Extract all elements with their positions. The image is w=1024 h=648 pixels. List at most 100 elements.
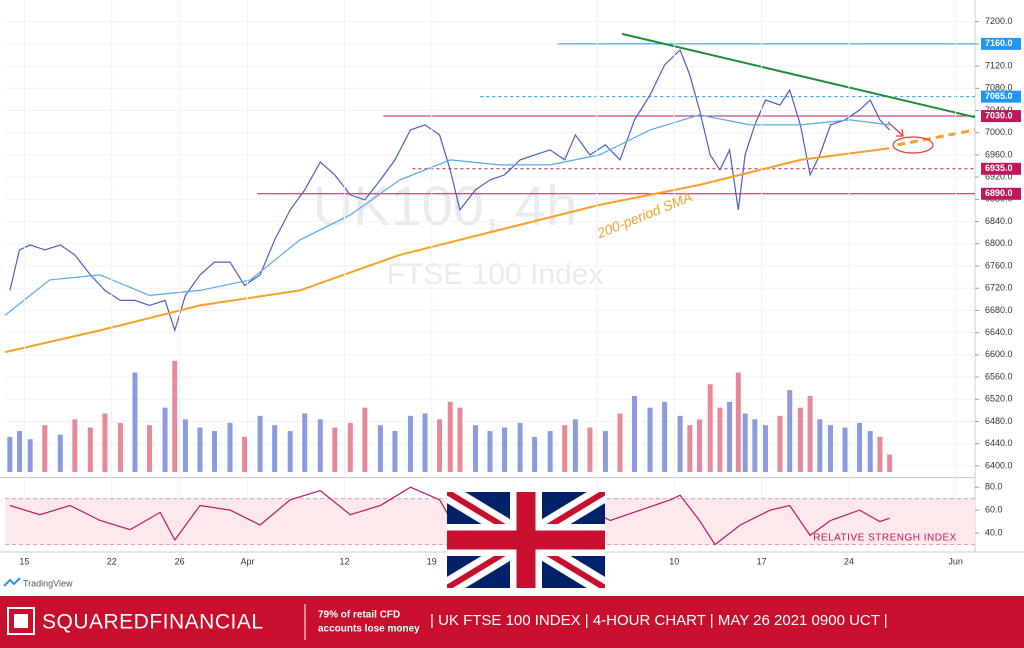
y-tick-label: 7200.0 bbox=[985, 16, 1013, 26]
y-tick-label: 6480.0 bbox=[985, 416, 1013, 426]
volume-bar bbox=[867, 431, 873, 472]
volume-bar bbox=[502, 427, 508, 472]
level-label: 7065.0 bbox=[985, 91, 1013, 101]
y-tick-label: 6920.0 bbox=[985, 172, 1013, 182]
volume-bar bbox=[887, 454, 893, 472]
volume-bar bbox=[697, 419, 703, 472]
volume-bar bbox=[797, 407, 803, 472]
volume-bar bbox=[72, 419, 78, 472]
volume-bar bbox=[817, 419, 823, 472]
volume-bar bbox=[487, 431, 493, 472]
y-tick-label: 6440.0 bbox=[985, 438, 1013, 448]
y-tick-label: 6760.0 bbox=[985, 260, 1013, 270]
volume-bar bbox=[707, 384, 713, 472]
level-label: 6935.0 bbox=[985, 163, 1013, 173]
volume-bar bbox=[677, 415, 683, 472]
volume-bar bbox=[717, 407, 723, 472]
x-tick-label: 10 bbox=[669, 556, 679, 566]
y-tick-label: 7000.0 bbox=[985, 127, 1013, 137]
volume-bar bbox=[827, 425, 833, 472]
volume-bar bbox=[857, 422, 863, 472]
x-tick-label: 12 bbox=[339, 556, 349, 566]
x-tick-label: 17 bbox=[757, 556, 767, 566]
series-line bbox=[9, 48, 891, 333]
volume-bar bbox=[332, 427, 338, 472]
level-badge bbox=[981, 90, 1021, 103]
volume-bar bbox=[632, 395, 638, 472]
y-tick-label: 6680.0 bbox=[985, 305, 1013, 315]
volume-bar bbox=[727, 401, 733, 472]
y-tick-label: 6720.0 bbox=[985, 283, 1013, 293]
level-label: 7030.0 bbox=[985, 110, 1013, 120]
volume-bar bbox=[172, 360, 178, 472]
volume-bar bbox=[272, 425, 278, 472]
trend-line bbox=[897, 128, 976, 147]
disclaimer: 79% of retail CFD bbox=[318, 610, 400, 621]
y-tick-label: 40.0 bbox=[985, 527, 1003, 537]
volume-bar bbox=[687, 425, 693, 472]
volume-bar bbox=[27, 439, 33, 472]
x-tick-label: 19 bbox=[427, 556, 437, 566]
attribution: TradingView bbox=[23, 578, 73, 588]
y-tick-label: 80.0 bbox=[985, 482, 1003, 492]
logo-mark bbox=[7, 607, 35, 635]
volume-bar bbox=[407, 415, 413, 472]
y-tick-label: 6400.0 bbox=[985, 460, 1013, 470]
level-badge bbox=[981, 37, 1021, 50]
volume-bar bbox=[257, 415, 263, 472]
volume-bar bbox=[437, 419, 443, 472]
x-tick-label: 22 bbox=[107, 556, 117, 566]
logo-mark-inner bbox=[14, 614, 28, 628]
volume-bar bbox=[377, 425, 383, 472]
level-badge bbox=[981, 162, 1021, 175]
x-tick-label: 15 bbox=[19, 556, 29, 566]
caption: | UK FTSE 100 INDEX | 4-HOUR CHART | MAY… bbox=[430, 612, 888, 629]
y-tick-label: 6560.0 bbox=[985, 371, 1013, 381]
watermark-title: UK100, 4h bbox=[313, 174, 578, 237]
arrow bbox=[887, 121, 904, 137]
level-label: 6890.0 bbox=[985, 188, 1013, 198]
volume-bar bbox=[447, 401, 453, 472]
level-label: 7160.0 bbox=[985, 38, 1013, 48]
uk-flag bbox=[447, 492, 605, 588]
rsi-title: RELATIVE STRENGH INDEX bbox=[813, 533, 957, 544]
y-tick-label: 6960.0 bbox=[985, 149, 1013, 159]
x-tick-label: 24 bbox=[844, 556, 854, 566]
volume-bar bbox=[602, 431, 608, 472]
volume-bar bbox=[752, 419, 758, 472]
level-badge bbox=[981, 187, 1021, 200]
volume-bar bbox=[392, 431, 398, 472]
level-badge bbox=[981, 110, 1021, 123]
target-ellipse bbox=[892, 136, 934, 154]
volume-bar bbox=[762, 425, 768, 472]
volume-bar bbox=[347, 422, 353, 472]
footer-art: SQUAREDFINANCIAL 79% of retail CFD accou… bbox=[7, 604, 888, 640]
volume-bar bbox=[102, 413, 108, 472]
volume-bar bbox=[532, 436, 538, 472]
trend-line bbox=[621, 32, 976, 119]
volume-bar bbox=[842, 427, 848, 472]
volume-bar bbox=[197, 427, 203, 472]
volume-bar bbox=[117, 422, 123, 472]
y-tick-label: 7120.0 bbox=[985, 60, 1013, 70]
y-tick-label: 7080.0 bbox=[985, 83, 1013, 93]
volume-bar bbox=[547, 431, 553, 472]
disclaimer: accounts lose money bbox=[318, 624, 420, 635]
volume-bar bbox=[147, 425, 153, 472]
volume-bar bbox=[182, 419, 188, 472]
volume-bar bbox=[317, 419, 323, 472]
volume-bar bbox=[617, 413, 623, 472]
tradingview-logo: TradingView bbox=[3, 577, 73, 588]
volume-bar bbox=[242, 436, 248, 472]
volume-bar bbox=[572, 419, 578, 472]
volume-bar bbox=[302, 413, 308, 472]
series-line bbox=[4, 114, 890, 316]
volume-bar bbox=[227, 422, 233, 472]
y-tick-label: 6600.0 bbox=[985, 349, 1013, 359]
watermark-subtitle: FTSE 100 Index bbox=[387, 258, 604, 291]
volume-bar bbox=[647, 407, 653, 472]
volume-bar bbox=[87, 427, 93, 472]
y-tick-label: 60.0 bbox=[985, 505, 1003, 515]
x-tick-label: Apr bbox=[240, 556, 254, 566]
